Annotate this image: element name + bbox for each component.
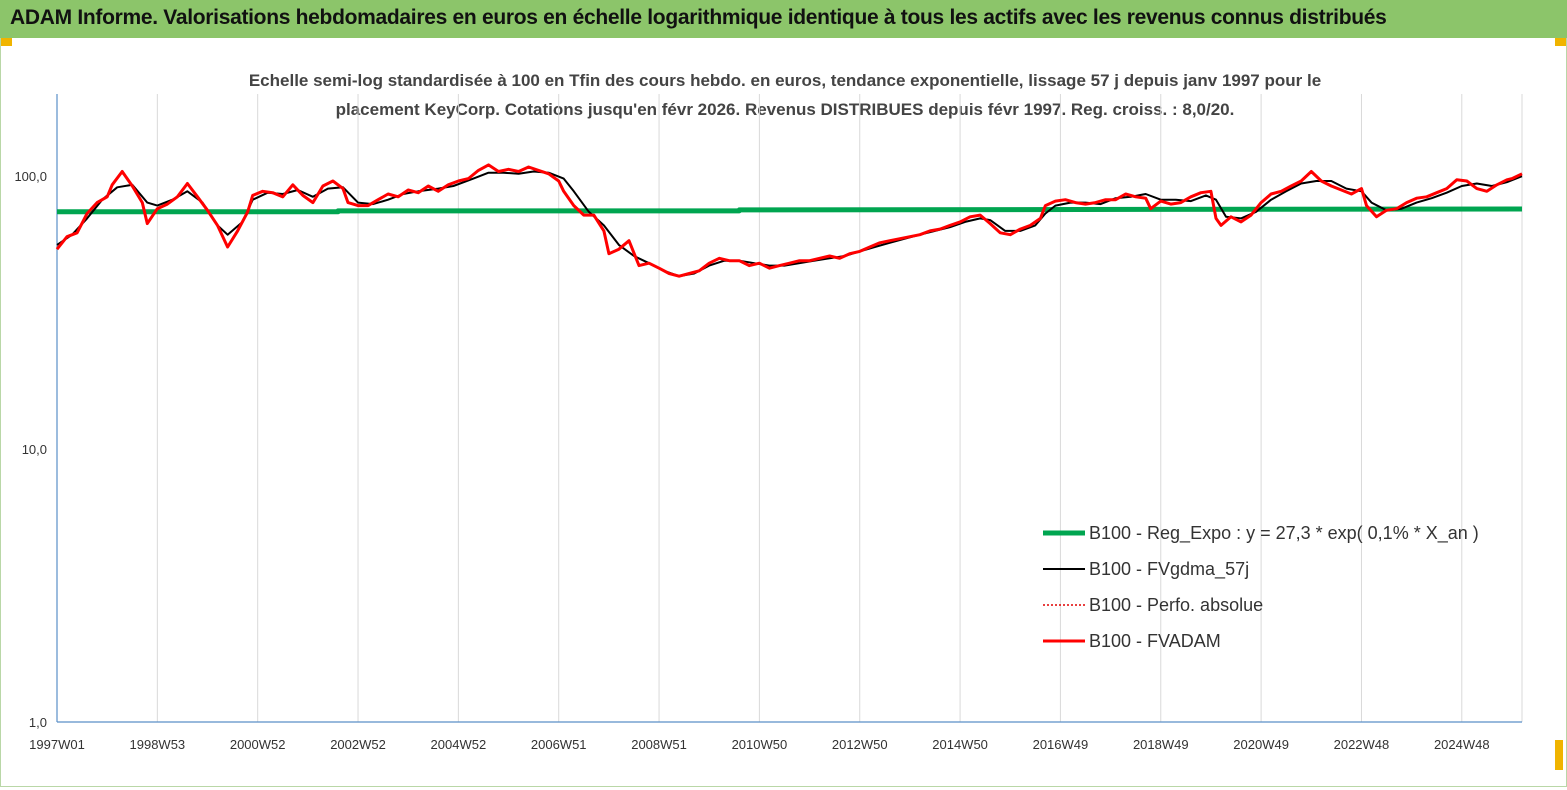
corner-mark-top-right bbox=[1555, 38, 1567, 46]
x-tick-label: 2024W48 bbox=[1434, 737, 1490, 752]
y-tick-label: 10,0 bbox=[22, 442, 47, 457]
chart-title: Echelle semi-log standardisée à 100 en T… bbox=[150, 66, 1420, 124]
header-bar: ADAM Informe. Valorisations hebdomadaire… bbox=[0, 0, 1567, 38]
x-tick-label: 2018W49 bbox=[1133, 737, 1189, 752]
x-tick-label: 2000W52 bbox=[230, 737, 286, 752]
page-title: ADAM Informe. Valorisations hebdomadaire… bbox=[10, 6, 1387, 29]
x-tick-label: 2010W50 bbox=[732, 737, 788, 752]
x-tick-label: 2006W51 bbox=[531, 737, 587, 752]
legend-label: B100 - Perfo. absolue bbox=[1089, 595, 1263, 615]
x-tick-label: 1997W01 bbox=[29, 737, 85, 752]
y-tick-label: 1,0 bbox=[29, 715, 47, 730]
series-line-4 bbox=[55, 163, 1523, 278]
x-tick-label: 1998W53 bbox=[130, 737, 186, 752]
legend-label: B100 - FVgdma_57j bbox=[1089, 559, 1249, 580]
series-line-1 bbox=[57, 206, 1523, 215]
x-tick-label: 2008W51 bbox=[631, 737, 687, 752]
x-tick-label: 2014W50 bbox=[932, 737, 988, 752]
x-tick-label: 2016W49 bbox=[1033, 737, 1089, 752]
chart-title-line-2: placement KeyCorp. Cotations jusqu'en fé… bbox=[335, 100, 1235, 119]
corner-mark-bottom-right bbox=[1555, 740, 1563, 770]
series-line-2 bbox=[56, 170, 1523, 278]
corner-mark-top-left bbox=[0, 38, 12, 46]
x-tick-label: 2020W49 bbox=[1233, 737, 1289, 752]
legend: B100 - Reg_Expo : y = 27,3 * exp( 0,1% *… bbox=[1043, 523, 1479, 651]
chart-title-line-1: Echelle semi-log standardisée à 100 en T… bbox=[248, 71, 1322, 90]
x-tick-label: 2002W52 bbox=[330, 737, 386, 752]
x-tick-label: 2012W50 bbox=[832, 737, 888, 752]
y-tick-label: 100,0 bbox=[14, 169, 47, 184]
legend-label: B100 - FVADAM bbox=[1089, 631, 1221, 651]
x-tick-label: 2004W52 bbox=[431, 737, 487, 752]
x-tick-label: 2022W48 bbox=[1334, 737, 1390, 752]
legend-label: B100 - Reg_Expo : y = 27,3 * exp( 0,1% *… bbox=[1089, 523, 1479, 544]
